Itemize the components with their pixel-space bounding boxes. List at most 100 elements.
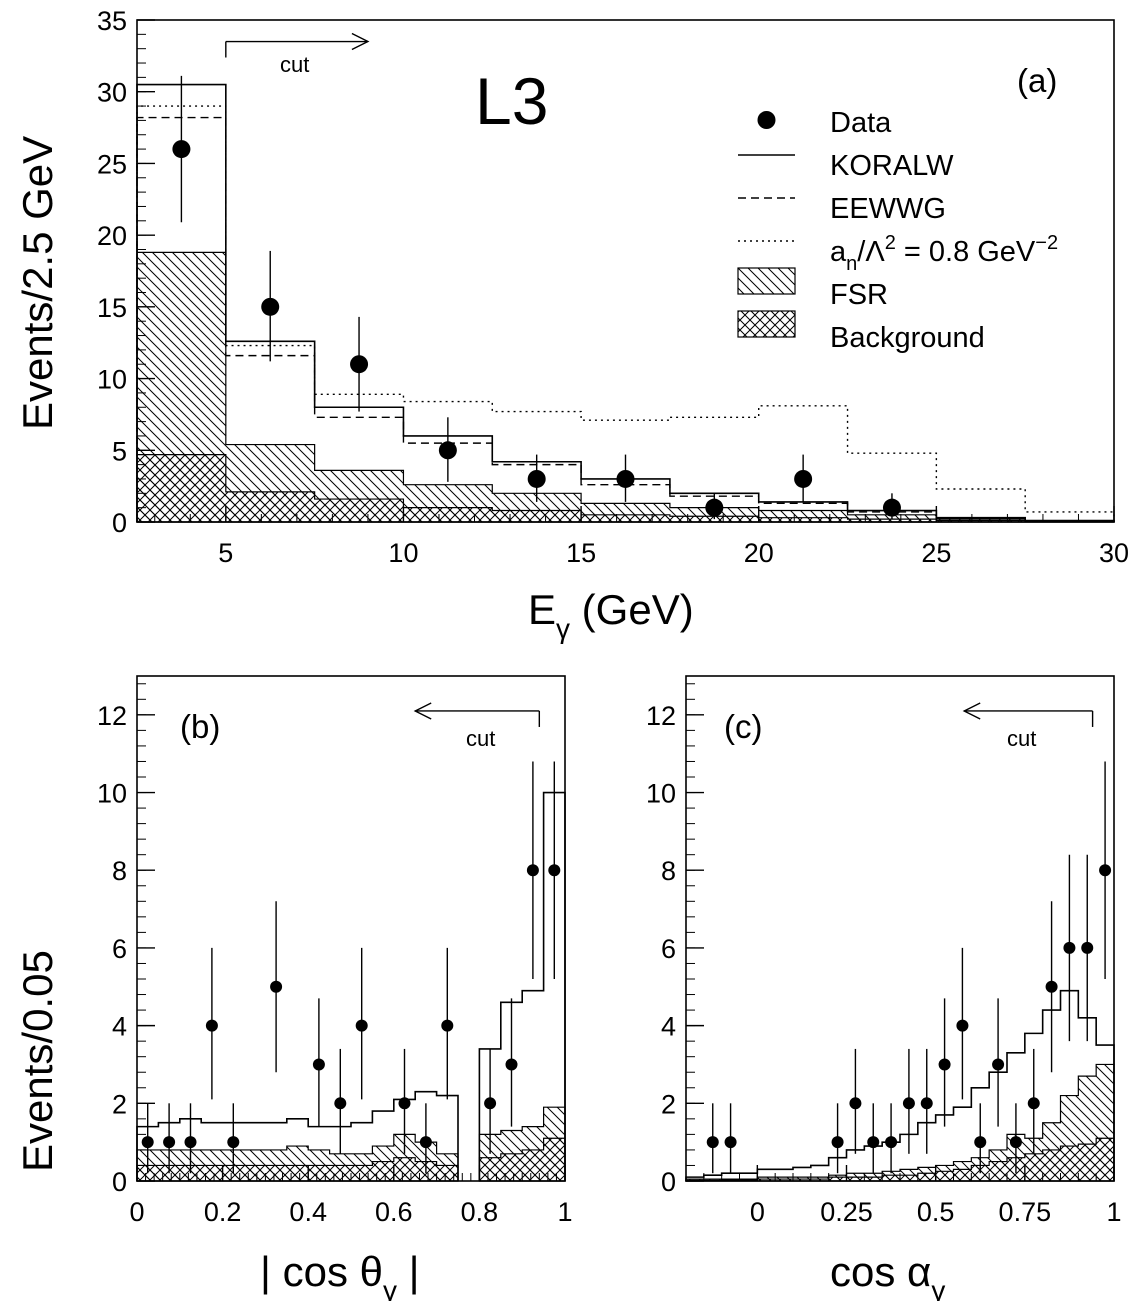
panel-a-legend: Data KORALW EEWWG an/Λ2 = 0.8 GeV−2 FSR Backg… xyxy=(737,107,1058,354)
legend-entry-2: EEWWG xyxy=(738,193,946,225)
panel-b-x-tick-label: 0.2 xyxy=(204,1197,242,1227)
legend-label: EEWWG xyxy=(830,193,946,225)
legend-crosshatched-swatch xyxy=(737,310,796,338)
panel-a-y-tick-label: 5 xyxy=(112,436,127,466)
panel-b-data-point xyxy=(484,1097,497,1110)
panel-c-data-point xyxy=(831,1136,844,1149)
panel-c-data-point xyxy=(902,1097,915,1110)
panel-a-data-point xyxy=(794,469,813,488)
panel-b-xlabel-sub: γ xyxy=(383,1275,397,1301)
panel-c-data-point xyxy=(1099,864,1112,877)
panel-c: 0 0.25 0.5 0.75 1 0 2 4 6 8 10 12 (c) cut cos αγ xyxy=(646,675,1122,1301)
panel-b-y-tick-label: 10 xyxy=(97,779,127,809)
panel-b-cut-arrowhead xyxy=(413,702,432,720)
panel-b-data-point xyxy=(441,1019,454,1032)
legend-label-part: = 0.8 GeV xyxy=(896,236,1036,268)
panel-b-x-tick-label: 0.8 xyxy=(461,1197,499,1227)
panel-c-data-point xyxy=(706,1136,719,1149)
panel-a-label: (a) xyxy=(1017,62,1057,99)
panel-a-data-point xyxy=(616,469,635,488)
panel-c-data-point xyxy=(724,1136,737,1149)
panel-c-y-ticks: 0 2 4 6 8 10 12 xyxy=(646,683,704,1197)
panel-a-y-tick-label: 0 xyxy=(112,508,127,538)
panel-b-x-tick-label: 0.6 xyxy=(375,1197,413,1227)
panel-b-ylabel: Events/0.05 xyxy=(14,950,61,1172)
panel-a-x-tick-label: 20 xyxy=(744,538,774,568)
panel-c-data-point xyxy=(938,1058,951,1071)
panel-a-y-tick-label: 10 xyxy=(97,365,127,395)
panel-c-y-tick-label: 0 xyxy=(661,1167,676,1197)
panel-a-y-tick-label: 20 xyxy=(97,221,127,251)
panel-c-data-point xyxy=(974,1136,987,1149)
panel-a-xlabel-sub: γ xyxy=(556,613,570,644)
panel-a-y-tick-label: 30 xyxy=(97,78,127,108)
panel-c-xlabel-main: cos α xyxy=(830,1248,931,1295)
legend-entry-1: KORALW xyxy=(738,150,954,182)
legend-entry-5: Background xyxy=(737,310,985,354)
panel-c-data-point xyxy=(885,1136,898,1149)
legend-data-marker xyxy=(757,111,776,129)
panel-b-data-point xyxy=(227,1136,240,1149)
panel-a-x-tick-label: 30 xyxy=(1099,538,1129,568)
panel-b-y-tick-label: 12 xyxy=(97,701,127,731)
panel-b-data-point xyxy=(141,1136,154,1149)
panel-b: 0 0.2 0.4 0.6 0.8 1 0 2 4 6 8 10 12 (b) cut | cos θ… xyxy=(14,675,573,1301)
panel-c-xlabel: cos αγ xyxy=(830,1248,945,1301)
legend-label-part: /Λ xyxy=(857,236,885,268)
panel-a-ylabel: Events/2.5 GeV xyxy=(14,136,61,430)
legend-label-part: −2 xyxy=(1035,232,1058,254)
panel-c-y-tick-label: 10 xyxy=(646,779,676,809)
panel-c-data-point xyxy=(992,1058,1005,1071)
panel-c-x-tick-label: 0.25 xyxy=(820,1197,873,1227)
panel-a-data-point xyxy=(261,297,280,316)
panel-c-y-tick-label: 12 xyxy=(646,701,676,731)
panel-a-xlabel-main: E xyxy=(528,586,556,633)
panel-a-data-point xyxy=(350,355,369,374)
panel-a-x-tick-label: 5 xyxy=(218,538,233,568)
panel-c-data-point xyxy=(1009,1136,1022,1149)
panel-a-data-point xyxy=(882,498,901,517)
legend-label-part: a xyxy=(830,236,847,268)
legend-label: KORALW xyxy=(830,150,954,182)
panel-b-frame xyxy=(136,675,566,1182)
legend-label: Data xyxy=(830,107,892,139)
panel-c-x-tick-label: 1 xyxy=(1106,1197,1121,1227)
panel-c-cut-arrow: cut xyxy=(962,702,1094,751)
legend-label: FSR xyxy=(830,279,888,311)
panel-b-data-point xyxy=(312,1058,325,1071)
legend-label-part: n xyxy=(846,253,857,275)
panel-b-x-ticks: 0 0.2 0.4 0.6 0.8 1 xyxy=(129,1165,573,1227)
panel-a-cut-label: cut xyxy=(280,52,309,77)
legend-label-part: 2 xyxy=(885,232,896,254)
panel-b-data-point xyxy=(419,1136,432,1149)
panel-b-y-ticks: 0 2 4 6 8 10 12 xyxy=(97,683,155,1197)
panel-c-label: (c) xyxy=(724,708,762,745)
panel-a-xlabel-unit: (GeV) xyxy=(570,586,694,633)
panel-b-data-point xyxy=(548,864,561,877)
panel-b-data-point xyxy=(163,1136,176,1149)
panel-b-cut-label: cut xyxy=(466,726,495,751)
legend-label: an/Λ2 = 0.8 GeV−2 xyxy=(830,232,1058,275)
panel-c-data-point xyxy=(849,1097,862,1110)
panel-c-data-point xyxy=(1045,980,1058,993)
panel-a-plot-area xyxy=(136,75,1115,523)
panel-c-x-tick-label: 0 xyxy=(750,1197,765,1227)
panel-b-data-point xyxy=(270,980,283,993)
experiment-label: L3 xyxy=(475,64,548,138)
panel-c-x-tick-label: 0.75 xyxy=(999,1197,1052,1227)
panel-a-y-ticks: 0 5 10 15 20 25 30 35 xyxy=(97,6,155,538)
panel-a-x-tick-label: 10 xyxy=(388,538,418,568)
panel-a-data-point xyxy=(438,441,457,460)
panel-a-data-point xyxy=(527,469,546,488)
panel-b-label: (b) xyxy=(180,708,220,745)
panel-a-series-1-line xyxy=(136,116,1115,522)
panel-b-series-0-line xyxy=(136,791,566,1181)
panel-c-x-tick-label: 0.5 xyxy=(917,1197,955,1227)
panel-b-x-tick-label: 0.4 xyxy=(289,1197,327,1227)
panel-b-y-tick-label: 4 xyxy=(112,1012,127,1042)
panel-b-data-point xyxy=(184,1136,197,1149)
legend-hatched-swatch xyxy=(737,267,796,295)
panel-b-data-point xyxy=(398,1097,411,1110)
panel-b-y-tick-label: 0 xyxy=(112,1167,127,1197)
panel-b-cut-arrow: cut xyxy=(413,702,541,751)
